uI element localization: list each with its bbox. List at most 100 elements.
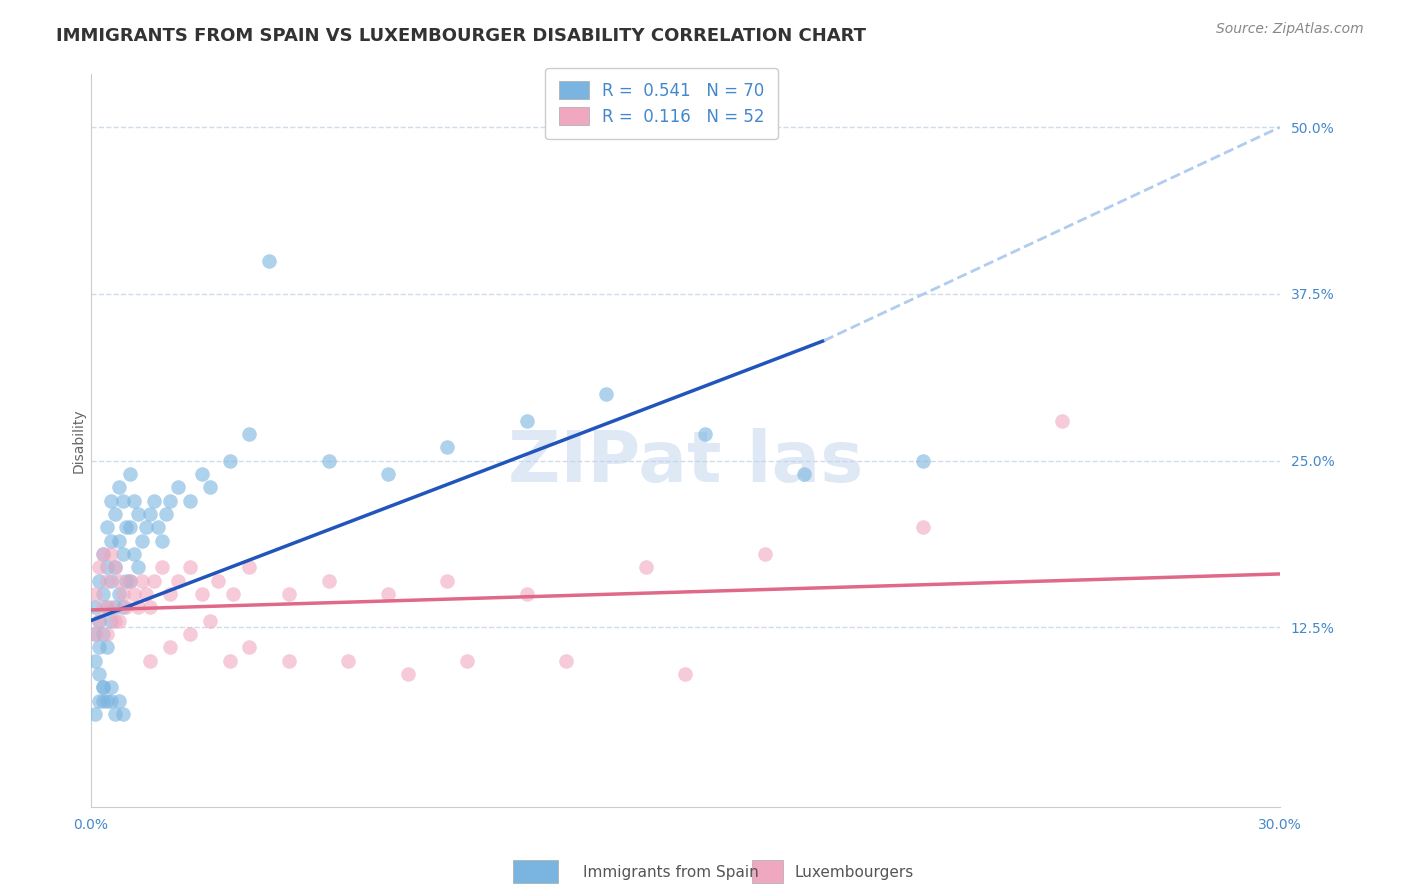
- Point: [1050, 414, 1073, 428]
- Point: [150, 560, 173, 574]
- Point: [207, 574, 229, 588]
- Point: [222, 587, 245, 601]
- Point: [96, 640, 118, 655]
- Point: [103, 706, 125, 721]
- Point: [139, 654, 162, 668]
- Point: [103, 507, 125, 521]
- Point: [912, 520, 935, 534]
- Point: [100, 533, 122, 548]
- Point: [793, 467, 815, 481]
- Point: [377, 587, 399, 601]
- Point: [337, 654, 360, 668]
- Point: [257, 253, 280, 268]
- Legend: R =  0.541   N = 70, R =  0.116   N = 52: R = 0.541 N = 70, R = 0.116 N = 52: [546, 68, 778, 139]
- Point: [87, 560, 110, 574]
- Point: [198, 480, 221, 494]
- Point: [238, 560, 260, 574]
- Point: [83, 654, 105, 668]
- Point: [754, 547, 776, 561]
- Point: [191, 587, 214, 601]
- Y-axis label: Disability: Disability: [72, 409, 86, 473]
- Point: [693, 426, 716, 441]
- Point: [143, 493, 166, 508]
- Point: [673, 667, 696, 681]
- Point: [111, 547, 134, 561]
- Point: [179, 627, 201, 641]
- Point: [150, 533, 173, 548]
- Point: [278, 587, 301, 601]
- Point: [83, 627, 105, 641]
- Point: [96, 520, 118, 534]
- Point: [83, 600, 105, 615]
- Point: [107, 693, 129, 707]
- Point: [135, 520, 157, 534]
- Point: [120, 520, 142, 534]
- Point: [143, 574, 166, 588]
- Point: [139, 600, 162, 615]
- Point: [155, 507, 177, 521]
- Point: [111, 587, 134, 601]
- Point: [179, 493, 201, 508]
- Point: [96, 560, 118, 574]
- Point: [87, 614, 110, 628]
- Point: [100, 600, 122, 615]
- Point: [107, 587, 129, 601]
- Point: [96, 574, 118, 588]
- Point: [396, 667, 419, 681]
- Point: [111, 706, 134, 721]
- Point: [103, 560, 125, 574]
- Point: [218, 654, 240, 668]
- Point: [912, 453, 935, 467]
- Point: [555, 654, 578, 668]
- Text: Immigrants from Spain: Immigrants from Spain: [583, 865, 759, 880]
- Point: [377, 467, 399, 481]
- Point: [115, 574, 138, 588]
- Point: [595, 387, 617, 401]
- Point: [87, 693, 110, 707]
- Point: [111, 600, 134, 615]
- Text: Luxembourgers: Luxembourgers: [794, 865, 914, 880]
- Point: [91, 547, 114, 561]
- Point: [456, 654, 478, 668]
- Point: [167, 574, 190, 588]
- Point: [96, 600, 118, 615]
- Point: [436, 574, 458, 588]
- Point: [634, 560, 657, 574]
- Point: [124, 587, 146, 601]
- Text: Source: ZipAtlas.com: Source: ZipAtlas.com: [1216, 22, 1364, 37]
- Point: [87, 614, 110, 628]
- Point: [127, 600, 149, 615]
- Point: [87, 574, 110, 588]
- Point: [167, 480, 190, 494]
- Point: [91, 693, 114, 707]
- Point: [83, 627, 105, 641]
- Point: [159, 640, 181, 655]
- Point: [318, 453, 340, 467]
- Point: [120, 574, 142, 588]
- Point: [111, 493, 134, 508]
- Point: [516, 587, 538, 601]
- Point: [107, 574, 129, 588]
- Point: [100, 547, 122, 561]
- Point: [131, 574, 153, 588]
- Point: [198, 614, 221, 628]
- Point: [146, 520, 169, 534]
- Point: [103, 614, 125, 628]
- Point: [191, 467, 214, 481]
- Point: [318, 574, 340, 588]
- Point: [516, 414, 538, 428]
- Point: [179, 560, 201, 574]
- Point: [91, 627, 114, 641]
- Point: [100, 574, 122, 588]
- Point: [91, 547, 114, 561]
- Point: [115, 600, 138, 615]
- Point: [91, 600, 114, 615]
- Point: [127, 560, 149, 574]
- Point: [87, 667, 110, 681]
- Point: [100, 693, 122, 707]
- Point: [96, 693, 118, 707]
- Point: [278, 654, 301, 668]
- Point: [238, 640, 260, 655]
- Point: [127, 507, 149, 521]
- Point: [139, 507, 162, 521]
